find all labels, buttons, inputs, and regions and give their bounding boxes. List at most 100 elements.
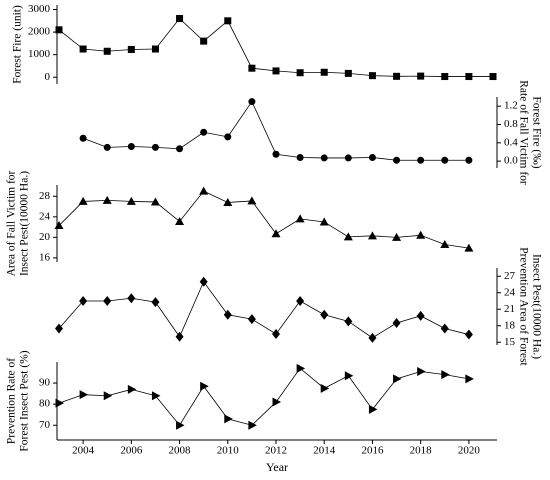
marker (343, 232, 353, 241)
marker (441, 370, 450, 380)
marker (223, 309, 232, 320)
marker (367, 231, 377, 240)
marker (368, 332, 377, 343)
y-tick-label: 90 (39, 377, 51, 389)
marker (320, 309, 329, 320)
y-tick-label: 1000 (28, 48, 51, 60)
y-tick-label: 0 (45, 71, 51, 83)
y-tick-label: 20 (39, 231, 51, 243)
marker (320, 154, 328, 162)
x-tick-label: 2004 (72, 445, 95, 457)
marker (417, 156, 425, 164)
y-tick-label: 21 (504, 303, 515, 315)
marker (344, 69, 352, 77)
x-tick-label: 2012 (265, 445, 287, 457)
marker (103, 296, 112, 306)
marker (79, 390, 89, 400)
marker (176, 145, 184, 153)
y-axis-label: Area of Fall Victim for (6, 170, 18, 276)
marker (272, 329, 280, 339)
marker (464, 243, 474, 252)
marker (79, 134, 87, 142)
marker (150, 197, 160, 206)
marker (465, 374, 474, 384)
marker (368, 404, 378, 414)
marker (79, 296, 88, 306)
marker (296, 69, 304, 77)
marker (223, 197, 233, 206)
marker (127, 142, 135, 150)
y-tick-label: 70 (39, 419, 51, 431)
marker (392, 232, 402, 241)
x-tick-label: 2016 (361, 445, 384, 457)
marker (175, 216, 185, 225)
x-axis-label: Year (266, 460, 288, 474)
marker (465, 73, 473, 81)
y-tick-label: 16 (39, 251, 51, 263)
marker (368, 153, 376, 161)
marker (441, 156, 449, 164)
marker (272, 67, 280, 75)
y-tick-label: 0.0 (504, 155, 518, 167)
marker (465, 156, 473, 164)
marker (440, 240, 450, 249)
marker (151, 391, 161, 401)
marker (199, 186, 209, 195)
marker (393, 374, 402, 384)
marker (393, 156, 401, 164)
y-axis-label: Rate of Fall Victim for (517, 80, 529, 185)
marker (368, 72, 376, 80)
x-tick-label: 2014 (313, 445, 336, 457)
marker (417, 366, 426, 376)
marker (127, 45, 135, 53)
y-axis-label: Forest Fire (unit) (12, 5, 24, 84)
marker (200, 128, 208, 136)
x-tick-label: 2010 (217, 445, 240, 457)
marker (103, 47, 111, 55)
x-tick-label: 2006 (120, 445, 143, 457)
marker (102, 195, 112, 204)
marker (78, 196, 88, 205)
marker (344, 316, 353, 327)
marker (344, 154, 352, 162)
marker (176, 15, 184, 23)
y-axis-label: Prevention Area of Forest (517, 247, 529, 366)
x-tick-label: 2020 (458, 445, 481, 457)
marker (393, 72, 401, 80)
y-axis-label: Forest Fire (‰) (530, 96, 542, 168)
y-axis-label: Prevention Rate of (6, 358, 18, 444)
marker (248, 98, 256, 106)
marker (441, 73, 449, 81)
y-axis-label: Forest Insect Pest (%) (19, 350, 31, 451)
marker (248, 420, 257, 430)
y-tick-label: 15 (504, 336, 516, 348)
y-tick-label: 18 (504, 319, 516, 331)
marker (296, 153, 304, 161)
y-tick-label: 0.4 (504, 136, 518, 148)
series-line (58, 280, 469, 339)
marker (54, 221, 64, 230)
marker (272, 150, 280, 158)
marker (200, 381, 209, 391)
x-tick-label: 2008 (169, 445, 192, 457)
marker (103, 391, 113, 401)
marker (416, 310, 425, 321)
marker (199, 276, 208, 287)
y-tick-label: 24 (504, 286, 516, 298)
marker (295, 214, 305, 223)
marker (79, 45, 87, 53)
marker (320, 383, 330, 393)
marker (224, 414, 233, 424)
y-tick-label: 27 (504, 270, 516, 282)
marker (55, 323, 63, 334)
y-tick-label: 24 (39, 210, 51, 222)
marker (127, 293, 136, 304)
marker (344, 371, 354, 381)
marker (176, 420, 185, 430)
marker (320, 68, 328, 76)
series-line (58, 367, 469, 426)
marker (151, 45, 159, 53)
marker (416, 230, 426, 239)
marker (489, 73, 497, 81)
